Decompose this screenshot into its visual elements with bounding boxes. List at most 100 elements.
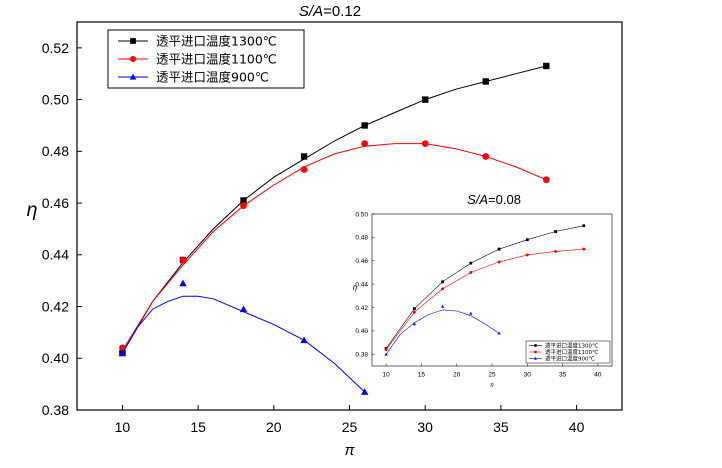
legend-label: 透平进口温度1100℃ [156, 52, 277, 67]
data-point [582, 247, 586, 251]
y-tick-label: 0.52 [42, 40, 69, 56]
x-tick-label: 35 [559, 372, 567, 379]
data-point [118, 349, 127, 357]
x-tick-label: 10 [115, 419, 131, 435]
legend-marker [129, 73, 137, 80]
y-axis-label: η [353, 283, 357, 292]
series-line [121, 143, 547, 351]
y-tick-label: 0.42 [42, 298, 69, 314]
x-tick-label: 40 [594, 372, 602, 379]
inset-plot: 10 15 20 25 30 35 40 0.38 0.40 0.42 0.44 0.46 0.48 0.… [353, 192, 613, 389]
data-point [179, 279, 187, 287]
x-tick-label: 15 [190, 419, 206, 435]
data-point [497, 260, 501, 264]
x-tick-label: 25 [342, 419, 358, 435]
data-point [240, 197, 247, 204]
chart-title-var: S/A [299, 3, 323, 20]
data-point [482, 78, 489, 85]
legend-marker [130, 38, 136, 44]
data-point [300, 153, 308, 160]
y-axis-label: η [27, 199, 38, 221]
data-point [300, 166, 308, 173]
legend-marker [534, 357, 537, 360]
data-point [482, 153, 490, 160]
x-axis-label: π [490, 383, 495, 389]
x-tick-label: 20 [453, 372, 461, 379]
x-tick-label: 20 [266, 419, 282, 435]
data-point [300, 336, 308, 344]
data-point [384, 352, 388, 356]
y-tick-label: 0.44 [355, 281, 368, 288]
legend-box [525, 340, 611, 364]
data-point [239, 305, 248, 313]
series-line [385, 309, 500, 355]
data-point [554, 230, 557, 233]
x-tick-label: 30 [417, 419, 433, 435]
data-point [525, 238, 529, 242]
chart-title: S/A=0.08 [467, 192, 521, 207]
legend: 透平进口温度1300℃ 透平进口温度1100℃ 透平进口温度900℃ [107, 29, 305, 89]
data-point [497, 247, 501, 251]
y-tick-label: 0.46 [42, 195, 69, 211]
legend-marker [129, 55, 137, 63]
main-plot: 10 15 20 25 30 35 40 0.38 0.40 0.42 0.44 0.46 0.48 0.… [27, 3, 623, 459]
data-point [240, 202, 247, 210]
y-tick-label: 0.48 [42, 143, 69, 159]
data-point [542, 176, 550, 184]
data-point [421, 140, 429, 147]
series-line [385, 225, 584, 349]
x-tick-label: 35 [493, 419, 509, 435]
data-point [441, 287, 445, 291]
data-point [179, 256, 187, 264]
chart-title-var: S/A [467, 192, 488, 207]
legend-label: 透平进口温度900℃ [156, 70, 269, 85]
data-point [554, 249, 557, 253]
x-axis-label: π [344, 442, 355, 459]
y-tick-label: 0.38 [42, 402, 69, 418]
chart-title-value: =0.08 [488, 192, 521, 207]
x-tick-label: 40 [569, 419, 585, 435]
y-tick-label: 0.46 [355, 258, 368, 265]
data-point [543, 62, 550, 70]
chart-title: S/A=0.12 [299, 3, 361, 20]
legend-label: 透平进口温度900℃ [545, 354, 595, 362]
x-tick-label: 10 [383, 372, 391, 379]
legend-marker [534, 344, 537, 347]
y-tick-label: 0.40 [42, 350, 69, 366]
x-tick-label: 15 [418, 372, 426, 379]
data-point [525, 253, 529, 257]
data-point [441, 280, 444, 284]
y-tick-label: 0.50 [355, 211, 368, 218]
data-point [384, 348, 388, 352]
data-point [412, 310, 416, 314]
legend-label: 透平进口温度1300℃ [156, 34, 277, 49]
data-point [412, 307, 416, 311]
x-tick-label: 25 [488, 372, 496, 379]
data-point [361, 122, 368, 129]
data-point [497, 331, 501, 335]
y-tick-label: 0.50 [42, 92, 69, 108]
data-point [412, 322, 416, 326]
series-line [121, 295, 365, 393]
data-point [440, 304, 445, 308]
data-point [360, 388, 369, 395]
data-point [582, 224, 586, 228]
y-tick-label: 0.44 [42, 247, 69, 263]
data-point [469, 261, 473, 265]
y-tick-label: 0.40 [355, 328, 368, 335]
series-line [121, 65, 547, 354]
y-tick-label: 0.42 [355, 305, 368, 312]
data-point [469, 270, 473, 274]
data-point [421, 96, 429, 103]
y-tick-label: 0.38 [355, 352, 368, 359]
legend-label: 透平进口温度1300℃ [545, 341, 598, 349]
data-point [469, 311, 473, 315]
y-tick-label: 0.48 [355, 235, 368, 242]
legend-label: 透平进口温度1100℃ [545, 348, 598, 356]
legend-marker [534, 350, 537, 354]
chart-title-value: =0.12 [323, 3, 361, 20]
series-line [385, 248, 584, 350]
data-point [361, 140, 368, 147]
